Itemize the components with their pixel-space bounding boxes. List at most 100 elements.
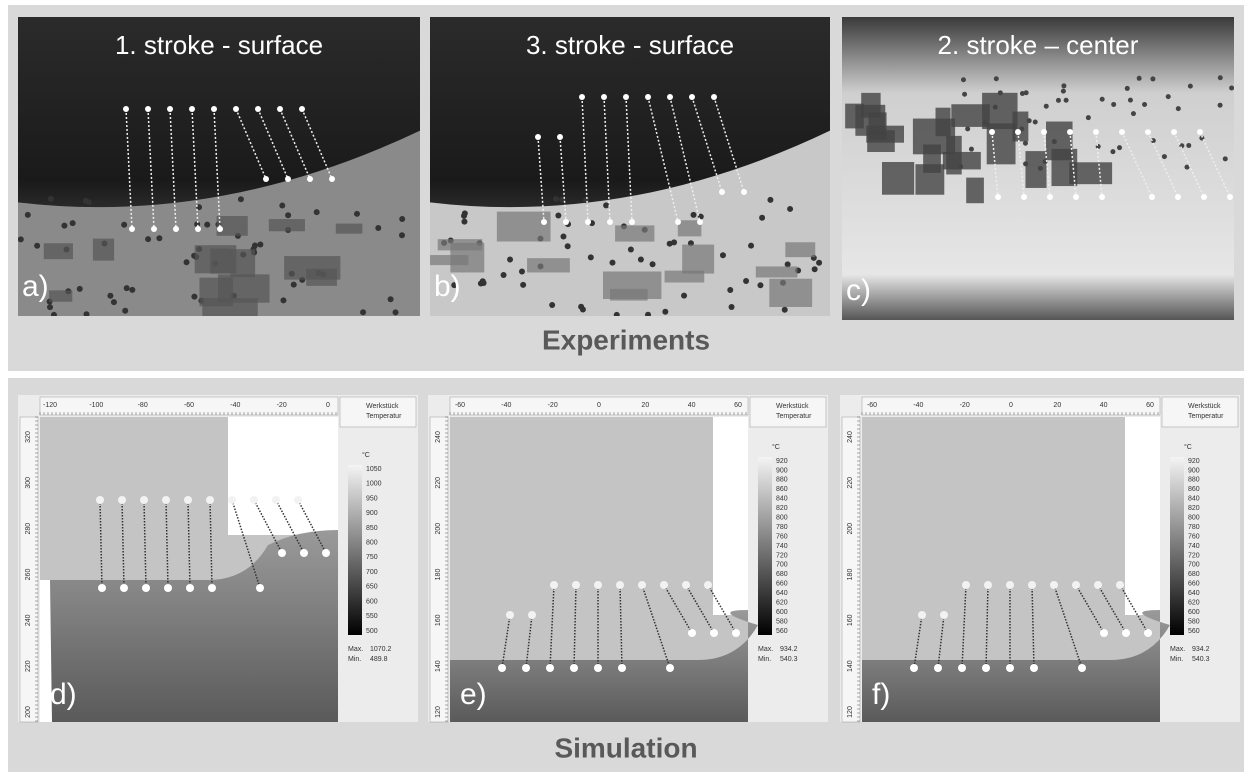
legend-title: Werkstück xyxy=(776,403,809,410)
colorbar-label: 600 xyxy=(1188,609,1200,616)
dimple xyxy=(34,243,40,249)
dimple xyxy=(1086,115,1091,120)
marker-dot xyxy=(616,581,624,589)
colorbar xyxy=(348,465,362,635)
colorbar-label: 640 xyxy=(1188,590,1200,597)
marker-dot xyxy=(995,194,1001,200)
colorbar-label: 1050 xyxy=(366,466,382,473)
dimple xyxy=(204,222,210,228)
y-tick-label: 200 xyxy=(25,706,32,718)
marker-dot xyxy=(1197,129,1203,135)
min-label: Min. xyxy=(348,656,361,663)
y-tick-label: 240 xyxy=(435,431,442,443)
patch xyxy=(866,126,904,143)
marker-dot xyxy=(594,581,602,589)
patch xyxy=(430,255,468,265)
marker-dot xyxy=(1119,129,1125,135)
marker-dot xyxy=(1006,581,1014,589)
marker-dot xyxy=(688,629,696,637)
dimple xyxy=(501,272,507,278)
marker-dot xyxy=(1050,581,1058,589)
dimple xyxy=(354,211,360,217)
unit-label: °C xyxy=(1184,443,1192,451)
dimple xyxy=(77,286,83,292)
colorbar-label: 720 xyxy=(776,552,788,559)
dimple xyxy=(1061,89,1066,94)
marker-dot xyxy=(263,176,269,182)
y-tick-label: 140 xyxy=(435,660,442,672)
marker-dot xyxy=(741,189,747,195)
marker-dot xyxy=(732,629,740,637)
marker-dot xyxy=(506,611,514,619)
colorbar-label: 920 xyxy=(776,458,788,465)
photo-panel: 2. stroke – centerc) xyxy=(842,17,1234,320)
dimple xyxy=(993,105,998,110)
marker-dot xyxy=(958,664,966,672)
dimple xyxy=(603,202,609,208)
dimple xyxy=(759,215,765,221)
dimple xyxy=(507,257,513,263)
marker-dot xyxy=(322,549,330,557)
dimple xyxy=(107,293,113,299)
marker-dot xyxy=(1006,664,1014,672)
x-tick-label: 0 xyxy=(597,402,601,409)
dimple xyxy=(388,296,394,302)
dimple xyxy=(720,252,726,258)
dimple xyxy=(129,287,135,293)
marker-dot xyxy=(1175,194,1181,200)
dimple xyxy=(961,77,966,82)
y-tick-label: 140 xyxy=(847,660,854,672)
dimple xyxy=(1142,102,1147,107)
x-tick-label: -20 xyxy=(277,402,287,409)
dimple xyxy=(727,287,733,293)
patch xyxy=(756,266,798,277)
dimple xyxy=(1131,111,1136,116)
marker-dot xyxy=(1144,629,1152,637)
x-tick-label: -120 xyxy=(43,402,57,409)
colorbar-label: 600 xyxy=(366,598,378,605)
colorbar-label: 750 xyxy=(366,554,378,561)
dimple xyxy=(812,266,818,272)
dimple xyxy=(1218,103,1223,108)
dimple xyxy=(609,260,615,266)
marker-dot xyxy=(195,226,201,232)
dimple xyxy=(650,261,656,267)
marker-dot xyxy=(1171,129,1177,135)
marker-dot xyxy=(167,106,173,112)
dimple xyxy=(691,212,697,218)
marker-dot xyxy=(572,581,580,589)
colorbar-label: 760 xyxy=(1188,533,1200,540)
marker-dot xyxy=(1116,581,1124,589)
dimple xyxy=(757,282,763,288)
colorbar-label: 950 xyxy=(366,495,378,502)
dimple xyxy=(1033,120,1038,125)
colorbar xyxy=(758,457,772,635)
y-tick-label: 240 xyxy=(847,431,854,443)
marker-dot xyxy=(329,176,335,182)
legend-subtitle: Temperatur xyxy=(1188,413,1224,420)
simulation-panel: -120-100-80-60-40-2003203002802602402202… xyxy=(18,395,418,722)
marker-dot xyxy=(623,94,629,100)
dimple xyxy=(18,236,24,242)
y-tick-label: 220 xyxy=(435,477,442,489)
patch xyxy=(882,162,914,195)
marker-dot xyxy=(96,496,104,504)
dimple xyxy=(1188,84,1193,89)
colorbar-label: 800 xyxy=(366,539,378,546)
patch xyxy=(527,258,570,272)
colorbar-label: 740 xyxy=(1188,543,1200,550)
marker-dot xyxy=(557,134,563,140)
marker-dot xyxy=(704,581,712,589)
colorbar-label: 550 xyxy=(366,613,378,620)
marker-dot xyxy=(1067,129,1073,135)
photo xyxy=(18,17,420,318)
marker-dot xyxy=(719,189,725,195)
panel-letter: e) xyxy=(460,678,487,711)
marker-dot xyxy=(682,581,690,589)
patch xyxy=(966,178,984,204)
colorbar-label: 640 xyxy=(776,590,788,597)
dimple xyxy=(1162,154,1167,159)
marker-dot xyxy=(233,106,239,112)
marker-dot xyxy=(989,129,995,135)
panel-letter: a) xyxy=(22,270,49,303)
